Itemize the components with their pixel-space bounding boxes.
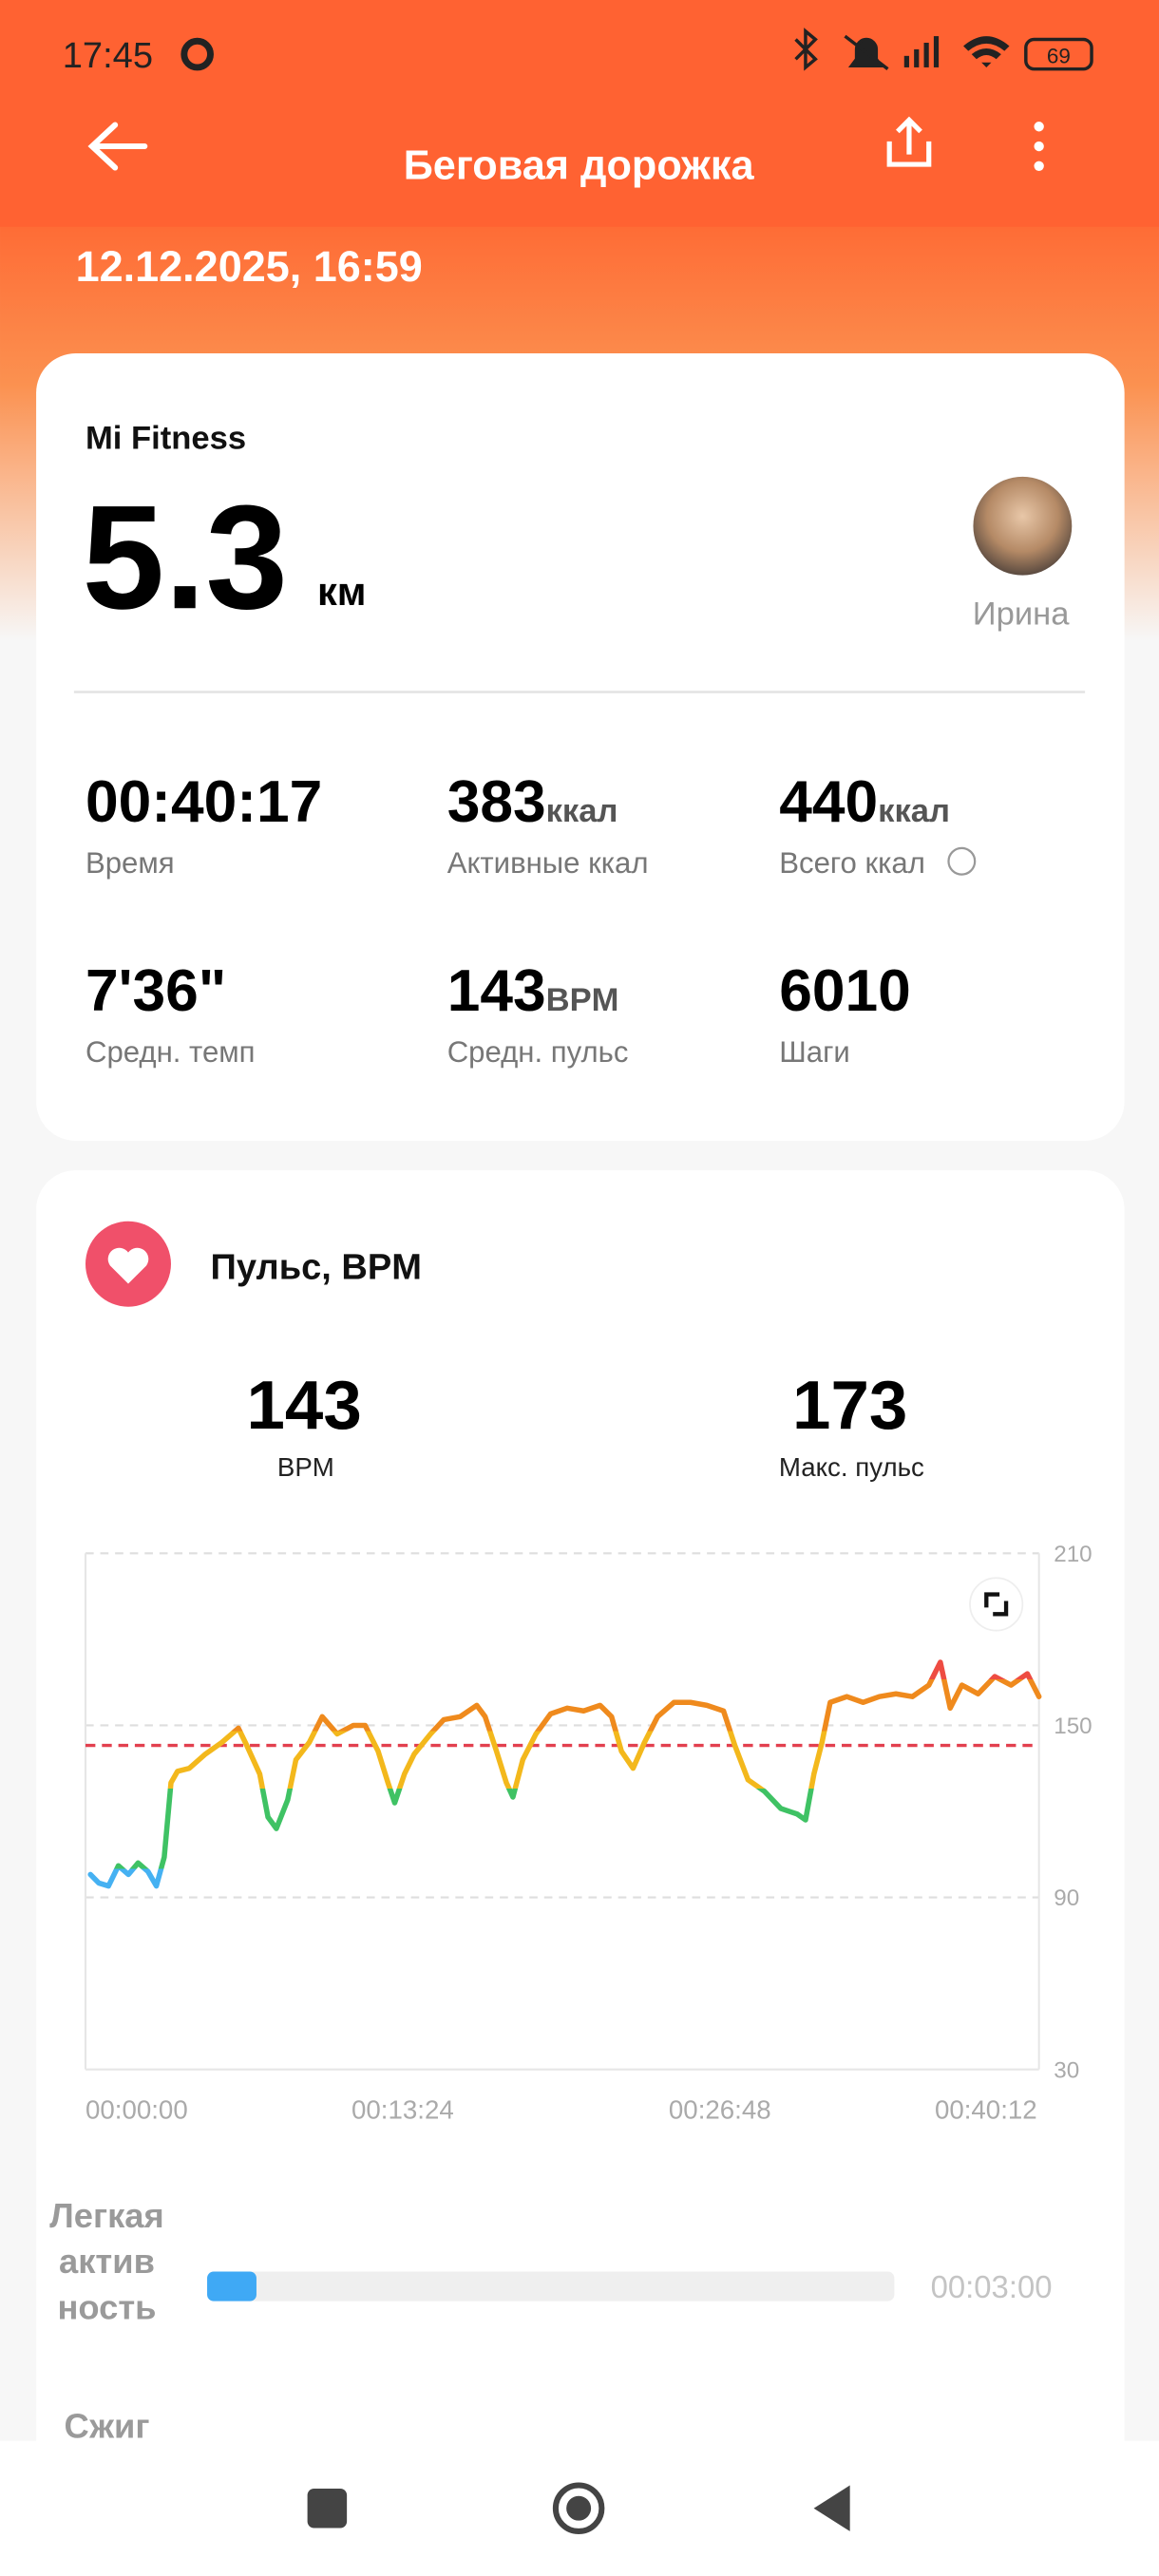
zone-1-name: Легкая активность (49, 2197, 164, 2328)
home-button[interactable] (552, 2482, 605, 2534)
heart-card (36, 1170, 1125, 2576)
stat-number: 440 (779, 769, 878, 835)
stat-value: 00:40:17 (86, 769, 322, 835)
y-tick-label: 210 (1054, 1542, 1092, 1567)
max-hr-label: Макс. пульс (779, 1452, 924, 1482)
share-button[interactable] (886, 116, 932, 167)
zone-1-track (207, 2271, 895, 2301)
distance-unit: км (317, 569, 367, 614)
stat-value: 143BPM (447, 958, 619, 1024)
x-tick-label: 00:40:12 (935, 2095, 1037, 2125)
zone-2-name-box: Сжиг (64, 2408, 150, 2446)
home-dot (566, 2495, 592, 2521)
stat-label: Средн. пульс (447, 1035, 629, 1069)
avatar[interactable] (973, 476, 1073, 576)
y-tick-label: 30 (1054, 2057, 1079, 2083)
top-bar (0, 0, 1159, 227)
source: Mi Fitness (86, 420, 246, 456)
status-icons (794, 28, 1010, 71)
stat-unit: BPM (546, 982, 619, 1018)
summary-card (36, 353, 1125, 1141)
zone-1-name-box: Легкая активность (49, 2197, 164, 2328)
stat-value: 6010 (779, 958, 911, 1024)
expand-icon (984, 1592, 1009, 1617)
recents-button[interactable] (307, 2488, 348, 2529)
x-tick-label: 00:00:00 (86, 2095, 188, 2125)
user-name: Ирина (973, 597, 1071, 633)
distance: 5.3 (83, 475, 289, 640)
stat-label: Активные ккал (447, 846, 649, 880)
back-button[interactable] (87, 122, 148, 171)
zone-2-name: Сжиг (64, 2408, 150, 2446)
stat-label: Время (86, 846, 175, 880)
stat-label: Всего ккал (779, 846, 925, 880)
max-hr: 173 (792, 1367, 907, 1444)
avg-hr: 143 (247, 1367, 362, 1444)
stat-value: 383ккал (447, 769, 618, 835)
info-icon (947, 846, 977, 876)
stat-number: 00:40:17 (86, 769, 322, 835)
battery-level: 69 (1047, 45, 1071, 68)
status-icon (180, 37, 214, 71)
battery (1024, 37, 1093, 71)
clock: 17:45 (63, 36, 153, 76)
stat-unit: ккал (546, 793, 618, 829)
stat-number: 7'36" (86, 958, 226, 1024)
y-tick-label: 150 (1054, 1714, 1092, 1739)
stat-number: 383 (447, 769, 546, 835)
x-tick-label: 00:26:48 (669, 2095, 771, 2125)
stat-value: 440ккал (779, 769, 950, 835)
stat-label: Шаги (779, 1035, 850, 1069)
y-tick-label: 90 (1054, 1885, 1079, 1911)
heart-title: Пульс, BPM (211, 1247, 423, 1287)
zone-1-duration: 00:03:00 (931, 2269, 1053, 2304)
page-title: Беговая дорожка (404, 143, 755, 189)
stat-value: 7'36" (86, 958, 226, 1024)
stat-number: 6010 (779, 958, 911, 1024)
zone-1-fill (207, 2271, 256, 2301)
stat-number: 143 (447, 958, 546, 1024)
avg-hr-label: BPM (277, 1452, 334, 1482)
workout-date: 12.12.2025, 16:59 (76, 242, 423, 291)
back-nav-button[interactable] (813, 2485, 850, 2531)
menu-button[interactable] (1034, 122, 1044, 171)
stat-unit: ккал (878, 793, 950, 829)
hr-line (87, 1659, 1042, 1889)
stat-label: Средн. темп (86, 1035, 256, 1069)
x-tick-label: 00:13:24 (352, 2095, 454, 2125)
expand-button[interactable] (969, 1577, 1024, 1632)
heart-shape (107, 1247, 149, 1284)
